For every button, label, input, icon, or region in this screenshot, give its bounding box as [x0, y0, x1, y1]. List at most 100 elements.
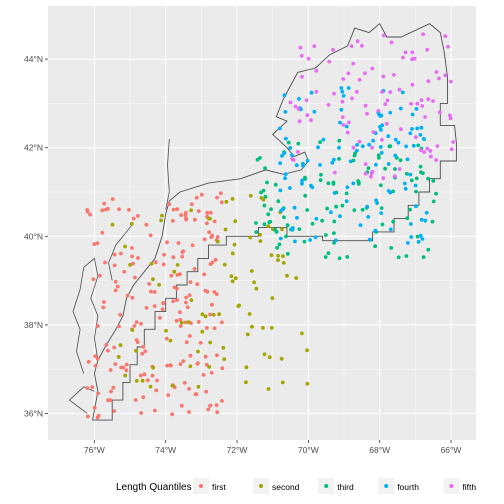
data-point-first: [100, 230, 105, 235]
data-point-third: [409, 178, 414, 183]
data-point-fourth: [283, 176, 287, 181]
data-point-fifth: [421, 32, 425, 37]
data-point-first: [111, 385, 116, 390]
data-point-fourth: [367, 142, 371, 147]
data-point-third: [404, 171, 409, 176]
data-point-first: [175, 286, 179, 291]
data-point-third: [337, 256, 342, 261]
data-point-first: [166, 393, 171, 398]
data-point-fifth: [451, 140, 455, 144]
data-point-fourth: [374, 162, 378, 167]
data-point-fourth: [414, 204, 418, 209]
data-point-first: [220, 366, 225, 371]
data-point-third: [360, 207, 365, 212]
data-point-third: [273, 182, 278, 187]
data-point-fifth: [415, 101, 420, 106]
data-point-third: [284, 234, 288, 239]
data-point-third: [254, 221, 258, 225]
data-point-first: [95, 241, 100, 246]
data-point-second: [269, 326, 274, 330]
data-point-third: [340, 203, 345, 208]
data-point-first: [130, 295, 135, 300]
data-point-fifth: [429, 154, 433, 159]
data-point-fifth: [449, 79, 453, 84]
x-tick-label: 68°W: [369, 445, 390, 455]
data-point-fourth: [292, 205, 297, 210]
data-point-first: [179, 213, 184, 218]
data-point-first: [132, 324, 137, 328]
data-point-fourth: [283, 110, 288, 114]
data-point-fourth: [418, 133, 423, 137]
data-point-fourth: [330, 160, 335, 165]
data-point-first: [215, 410, 220, 415]
data-point-fourth: [419, 217, 424, 222]
data-point-second: [279, 356, 284, 361]
legend-label-second: second: [272, 482, 300, 492]
data-point-fourth: [278, 236, 283, 241]
data-point-second: [134, 379, 139, 383]
data-point-fourth: [411, 143, 416, 148]
data-point-first: [183, 320, 188, 325]
data-point-fourth: [313, 235, 318, 240]
data-point-fifth: [419, 98, 424, 102]
data-point-first: [178, 362, 183, 366]
data-point-fifth: [349, 44, 354, 48]
data-point-third: [255, 157, 260, 162]
data-point-fifth: [370, 169, 375, 174]
data-point-first: [85, 386, 90, 390]
data-point-first: [103, 260, 107, 265]
data-point-first: [86, 359, 91, 364]
data-point-first: [154, 388, 159, 393]
data-point-first: [210, 302, 214, 307]
data-point-first: [134, 320, 139, 324]
data-point-third: [332, 231, 336, 236]
data-point-second: [123, 244, 127, 249]
data-point-second: [196, 349, 200, 354]
data-point-fourth: [415, 126, 420, 131]
data-point-first: [180, 250, 185, 255]
data-point-fourth: [337, 145, 341, 150]
data-point-second: [249, 269, 254, 273]
data-point-third: [414, 176, 419, 181]
data-point-third: [405, 216, 410, 221]
data-point-second: [267, 355, 272, 360]
data-point-second: [300, 331, 304, 336]
data-point-first: [143, 349, 148, 354]
data-point-fourth: [373, 228, 378, 233]
data-point-first: [178, 317, 183, 322]
data-point-fifth: [363, 103, 368, 108]
data-point-first: [175, 207, 180, 212]
data-point-fifth: [383, 102, 388, 106]
data-point-fourth: [351, 181, 356, 186]
data-point-fifth: [354, 89, 359, 94]
data-point-third: [376, 153, 381, 158]
data-point-first: [112, 263, 117, 268]
data-point-first: [202, 272, 207, 277]
data-point-first: [88, 212, 92, 217]
data-point-third: [404, 254, 409, 258]
data-point-fifth: [401, 55, 405, 60]
data-point-fifth: [296, 150, 300, 154]
data-point-second: [269, 253, 274, 258]
data-point-fifth: [340, 115, 345, 119]
data-point-second: [230, 197, 235, 201]
data-point-fifth: [428, 149, 433, 153]
data-point-fourth: [365, 204, 370, 209]
data-point-fourth: [310, 185, 315, 190]
data-point-first: [215, 353, 219, 358]
data-point-third: [266, 212, 271, 217]
data-point-fourth: [393, 153, 398, 158]
data-point-first: [171, 207, 176, 212]
data-point-fourth: [283, 172, 288, 177]
data-point-fifth: [299, 53, 304, 58]
data-point-fifth: [298, 45, 303, 50]
data-point-fourth: [423, 218, 428, 223]
data-point-first: [153, 260, 158, 265]
data-point-fourth: [340, 89, 345, 94]
data-point-first: [108, 398, 113, 403]
coastline-segment: [72, 257, 99, 374]
data-point-third: [269, 207, 273, 212]
data-point-fourth: [339, 86, 344, 90]
data-point-fifth: [392, 73, 396, 77]
data-point-third: [259, 190, 263, 195]
